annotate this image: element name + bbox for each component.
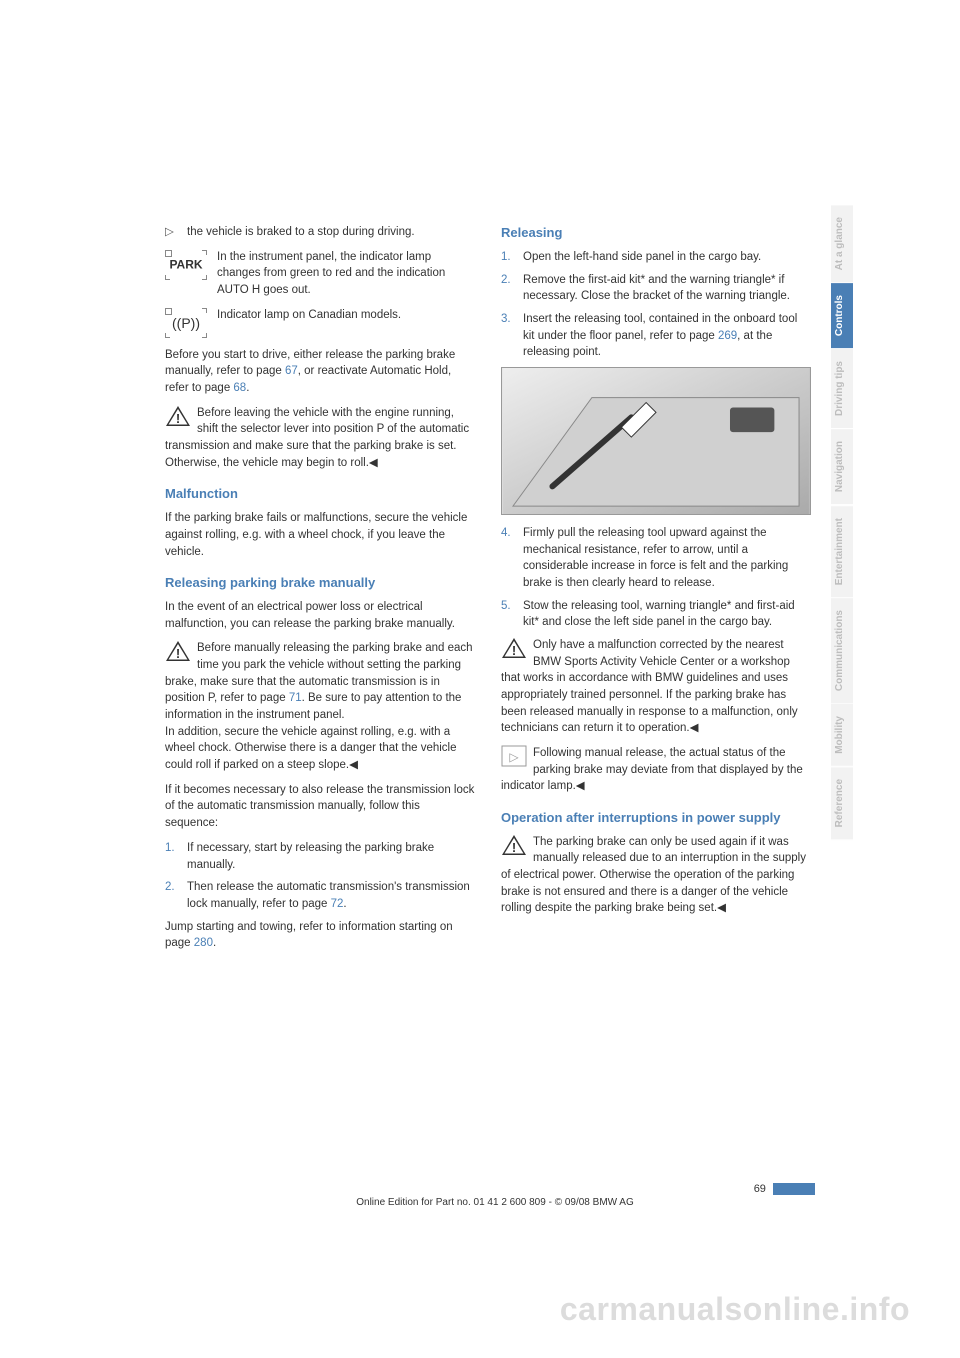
bullet-item: ▷ the vehicle is braked to a stop during… [165, 224, 475, 241]
page-link[interactable]: 269 [718, 330, 737, 342]
bullet-text: the vehicle is braked to a stop during d… [187, 224, 415, 241]
note-text: Following manual release, the actual sta… [501, 747, 803, 792]
watermark: carmanualsonline.info [560, 1291, 910, 1328]
heading-releasing: Releasing [501, 224, 811, 243]
note-block: ▷ Following manual release, the actual s… [501, 745, 811, 795]
tab-entertainment[interactable]: Entertainment [831, 506, 853, 598]
list-text: Firmly pull the releasing tool upward ag… [523, 525, 811, 592]
svg-text:!: ! [512, 840, 516, 855]
warning-text: Before manually releasing the parking br… [165, 642, 473, 771]
paragraph: Jump starting and towing, refer to infor… [165, 919, 475, 952]
text: . [246, 382, 249, 394]
page-link[interactable]: 280 [194, 937, 213, 949]
bullet-marker: ▷ [165, 224, 177, 241]
warning-icon: ! [165, 640, 191, 662]
footer-copyright: Online Edition for Part no. 01 41 2 600 … [165, 1197, 825, 1208]
page-footer: 69 Online Edition for Part no. 01 41 2 6… [165, 1183, 825, 1208]
svg-text:!: ! [176, 646, 180, 661]
list-number: 2. [501, 272, 515, 305]
list-text: Remove the first-aid kit* and the warnin… [523, 272, 811, 305]
warning-text: The parking brake can only be used again… [501, 836, 806, 915]
list-number: 1. [165, 840, 179, 873]
warning-icon: ! [501, 637, 527, 659]
right-column: Releasing 1. Open the left-hand side pan… [501, 224, 811, 960]
tab-mobility[interactable]: Mobility [831, 704, 853, 767]
text: . [343, 898, 346, 910]
svg-text:▷: ▷ [509, 750, 519, 764]
warning-block: ! Before manually releasing the parking … [165, 640, 475, 773]
warning-block: ! The parking brake can only be used aga… [501, 834, 811, 917]
page-number-bar [773, 1183, 815, 1195]
warning-text: Only have a malfunction corrected by the… [501, 639, 798, 734]
list-number: 2. [165, 879, 179, 912]
tab-at-a-glance[interactable]: At a glance [831, 205, 853, 283]
list-number: 3. [501, 311, 515, 361]
indicator-text: In the instrument panel, the indicator l… [217, 249, 475, 299]
list-number: 4. [501, 525, 515, 592]
list-text: If necessary, start by releasing the par… [187, 840, 475, 873]
page-link[interactable]: 72 [331, 898, 344, 910]
canada-indicator-icon: ((P)) [165, 307, 207, 339]
list-text: Insert the releasing tool, contained in … [523, 311, 811, 361]
page-link[interactable]: 67 [285, 365, 298, 377]
text: . [213, 937, 216, 949]
releasing-tool-figure [501, 367, 811, 515]
paragraph: If the parking brake fails or malfunctio… [165, 510, 475, 560]
svg-text:!: ! [512, 643, 516, 658]
page-link[interactable]: 71 [289, 692, 302, 704]
warning-block: ! Before leaving the vehicle with the en… [165, 405, 475, 472]
paragraph: If it becomes necessary to also release … [165, 782, 475, 832]
indicator-text: Indicator lamp on Canadian models. [217, 307, 401, 324]
indicator-row-park: PARK In the instrument panel, the indica… [165, 249, 475, 299]
text: In addition, secure the vehicle against … [165, 726, 457, 771]
warning-icon: ! [501, 834, 527, 856]
tab-driving-tips[interactable]: Driving tips [831, 349, 853, 429]
heading-operation: Operation after interruptions in power s… [501, 809, 811, 828]
side-tabs: At a glance Controls Driving tips Naviga… [831, 205, 853, 840]
list-item: 3. Insert the releasing tool, contained … [501, 311, 811, 361]
list-item: 1. Open the left-hand side panel in the … [501, 249, 811, 266]
page-link[interactable]: 68 [233, 382, 246, 394]
warning-text: Before leaving the vehicle with the engi… [165, 407, 469, 469]
list-text: Open the left-hand side panel in the car… [523, 249, 761, 266]
heading-release-manual: Releasing parking brake manually [165, 574, 475, 593]
list-item: 4. Firmly pull the releasing tool upward… [501, 525, 811, 592]
park-indicator-icon: PARK [165, 249, 207, 281]
list-text: Stow the releasing tool, warning triangl… [523, 598, 811, 631]
tab-reference[interactable]: Reference [831, 767, 853, 840]
list-item: 2. Then release the automatic transmissi… [165, 879, 475, 912]
list-text: Then release the automatic transmission'… [187, 879, 475, 912]
left-column: ▷ the vehicle is braked to a stop during… [165, 224, 475, 960]
svg-text:!: ! [176, 411, 180, 426]
heading-malfunction: Malfunction [165, 485, 475, 504]
list-item: 1. If necessary, start by releasing the … [165, 840, 475, 873]
indicator-row-canada: ((P)) Indicator lamp on Canadian models. [165, 307, 475, 339]
text: Then release the automatic transmission'… [187, 881, 470, 910]
list-number: 5. [501, 598, 515, 631]
warning-block: ! Only have a malfunction corrected by t… [501, 637, 811, 737]
list-number: 1. [501, 249, 515, 266]
note-icon: ▷ [501, 745, 527, 767]
tab-controls[interactable]: Controls [831, 283, 853, 349]
tab-communications[interactable]: Communications [831, 598, 853, 704]
page-number: 69 [754, 1183, 766, 1195]
page-content: ▷ the vehicle is braked to a stop during… [165, 224, 825, 960]
paragraph: Before you start to drive, either releas… [165, 347, 475, 397]
paragraph: In the event of an electrical power loss… [165, 599, 475, 632]
list-item: 5. Stow the releasing tool, warning tria… [501, 598, 811, 631]
tab-navigation[interactable]: Navigation [831, 429, 853, 505]
warning-icon: ! [165, 405, 191, 427]
list-item: 2. Remove the first-aid kit* and the war… [501, 272, 811, 305]
